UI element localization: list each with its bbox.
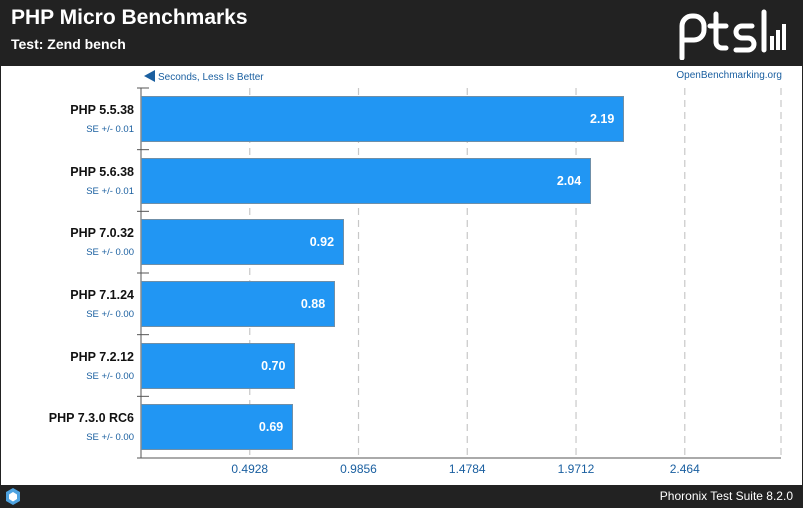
bar-value-label: 2.04 bbox=[556, 173, 582, 188]
category-label: PHP 7.0.32 bbox=[70, 226, 134, 241]
chart-area: Seconds, Less Is Better OpenBenchmarking… bbox=[0, 66, 803, 485]
bar bbox=[141, 219, 345, 266]
chart-title: PHP Micro Benchmarks bbox=[11, 6, 248, 29]
category-label: PHP 7.2.12 bbox=[70, 349, 134, 364]
pts-logo-icon bbox=[679, 9, 786, 60]
bar bbox=[141, 280, 336, 327]
category-label: PHP 7.1.24 bbox=[70, 287, 134, 302]
x-tick-label: 1.9712 bbox=[557, 462, 595, 476]
source-note: OpenBenchmarking.org bbox=[676, 70, 782, 81]
bar bbox=[141, 404, 294, 451]
standard-error-label: SE +/- 0.00 bbox=[86, 432, 134, 444]
left-arrow-icon bbox=[144, 70, 155, 82]
standard-error-label: SE +/- 0.01 bbox=[86, 185, 134, 197]
bar bbox=[141, 157, 592, 204]
category-label: PHP 5.5.38 bbox=[70, 102, 134, 117]
bar-value-label: 0.92 bbox=[309, 235, 335, 250]
chart-footer: Phoronix Test Suite 8.2.0 bbox=[0, 485, 803, 508]
bar-value-label: 0.70 bbox=[261, 358, 286, 373]
direction-note: Seconds, Less Is Better bbox=[144, 70, 264, 83]
bar bbox=[141, 95, 625, 142]
phoronix-logo-icon bbox=[6, 488, 20, 505]
chart-header: PHP Micro Benchmarks Test: Zend bench bbox=[0, 0, 803, 66]
category-label: PHP 5.6.38 bbox=[70, 164, 134, 179]
category-label: PHP 7.3.0 RC6 bbox=[48, 411, 134, 426]
bar-value-label: 2.19 bbox=[589, 111, 615, 126]
bar bbox=[141, 342, 296, 389]
standard-error-label: SE +/- 0.00 bbox=[86, 370, 134, 382]
x-tick-label: 0.4928 bbox=[231, 462, 269, 476]
standard-error-label: SE +/- 0.00 bbox=[86, 247, 134, 259]
bar-value-label: 0.88 bbox=[300, 296, 326, 311]
footer-text: Phoronix Test Suite 8.2.0 bbox=[659, 489, 793, 503]
chart-subtitle: Test: Zend bench bbox=[11, 36, 126, 52]
standard-error-label: SE +/- 0.00 bbox=[86, 308, 134, 320]
direction-note-text: Seconds, Less Is Better bbox=[158, 72, 264, 83]
standard-error-label: SE +/- 0.01 bbox=[86, 123, 134, 135]
x-tick-label: 2.464 bbox=[669, 462, 700, 476]
x-tick-label: 1.4784 bbox=[448, 462, 486, 476]
bar-plot bbox=[137, 87, 782, 459]
bar-value-label: 0.69 bbox=[258, 420, 284, 435]
x-tick-label: 0.9856 bbox=[340, 462, 377, 476]
